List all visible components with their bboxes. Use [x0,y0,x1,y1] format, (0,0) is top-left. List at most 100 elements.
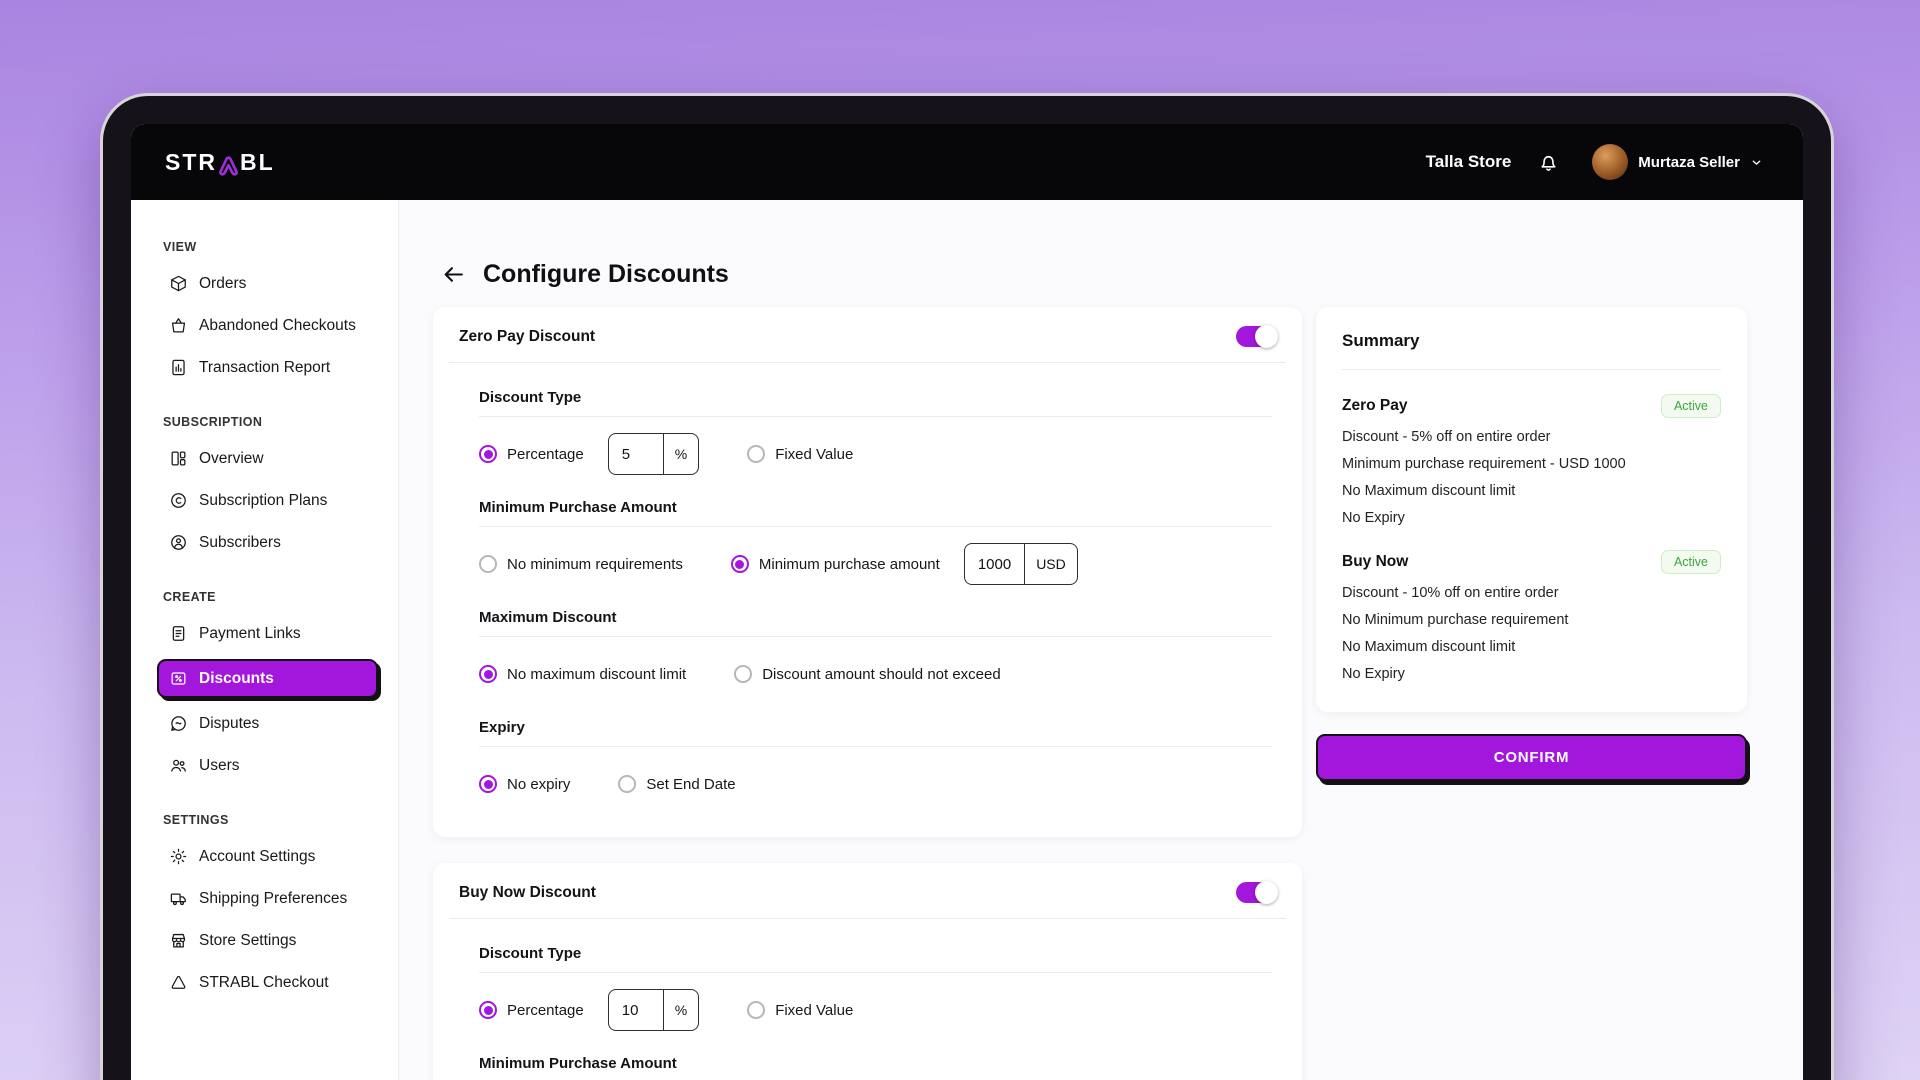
summary-line: Discount - 10% off on entire order [1342,585,1559,601]
value-input-group: 1000 USD [963,543,1078,585]
value-input[interactable]: 1000 [977,555,1012,573]
strabl-logo: STR BL [165,147,275,177]
sidebar-item-label: Discounts [199,669,274,687]
value-suffix: % [662,434,698,474]
store-name: Talla Store [1425,152,1512,171]
option-fixed-value: Fixed Value [747,445,853,463]
page-header: Configure Discounts [441,260,1747,289]
avatar [1592,144,1629,180]
option-fixed-value: Fixed Value [747,1001,853,1019]
toggle-zero-pay-discount[interactable] [1236,325,1278,348]
card-title: Buy Now Discount [459,883,596,901]
card-header: Zero Pay Discount [433,307,1302,362]
content-columns: Zero Pay Discount Discount Type Percentage… [433,307,1747,1080]
radio-fixed-value[interactable] [747,1001,766,1019]
option-label: No maximum discount limit [507,665,687,683]
sidebar-item-discounts[interactable]: Discounts [157,659,378,698]
users-icon [171,759,186,772]
page-title: Configure Discounts [483,260,729,288]
radio-no-expiry[interactable] [479,775,497,793]
toggle-knob [1255,881,1278,904]
bell-icon [1541,155,1556,171]
radio-discount-amount-should-not-exceed[interactable] [734,665,753,683]
option-label: Discount amount should not exceed [762,665,1001,683]
option-discount-amount-should-not-exceed: Discount amount should not exceed [734,665,1001,683]
radio-fixed-value[interactable] [747,445,766,463]
card-buy-now-discount: Buy Now Discount Discount Type Percentage 1… [433,863,1302,1080]
transaction-report-icon [172,359,185,376]
value-input[interactable]: 10 [621,1001,639,1019]
sidebar-item-payment-links[interactable]: Payment Links [161,614,384,653]
summary-block-name: Buy Now [1342,553,1409,570]
sidebar-item-subscribers[interactable]: Subscribers [161,523,384,562]
confirm-button[interactable]: CONFIRM [1316,734,1747,781]
divider [1342,369,1721,370]
device-frame: STR BL Talla Store [100,93,1834,1080]
summary-block-header: Zero Pay Active [1342,394,1721,418]
main-content: Configure Discounts Zero Pay Discount Dis… [399,200,1803,1080]
value-suffix: USD [1024,544,1077,584]
sidebar-item-label: Subscription Plans [199,491,328,509]
sidebar-item-strabl-checkout[interactable]: STRABL Checkout [161,963,384,1002]
topbar: STR BL Talla Store [131,124,1803,200]
divider [479,416,1272,417]
divider [449,362,1286,363]
summary-block-name: Zero Pay [1342,397,1408,414]
sidebar-section: CREATE Payment Links Discounts Disputes User… [157,590,384,785]
summary-line: Discount - 5% off on entire order [1342,429,1551,445]
radio-set-end-date[interactable] [618,775,637,793]
sidebar-item-abandoned-checkouts[interactable]: Abandoned Checkouts [161,306,384,345]
user-menu[interactable]: Murtaza Seller [1586,143,1769,181]
toggle-buy-now-discount[interactable] [1236,881,1278,904]
sidebar-item-subscription-plans[interactable]: Subscription Plans [161,481,384,520]
value-input-group: 5% [607,433,700,475]
form-section-title: Discount Type [479,945,582,962]
sidebar-item-disputes[interactable]: Disputes [161,704,384,743]
radio-percentage[interactable] [479,445,497,463]
radio-minimum-purchase-amount[interactable] [730,555,749,573]
sidebar-item-orders[interactable]: Orders [161,264,384,303]
sidebar-item-label: Store Settings [199,931,297,949]
radio-no-minimum-requirements[interactable] [479,555,497,573]
sidebar-section: SUBSCRIPTION Overview Subscription Plans Su… [161,415,384,562]
summary-line: No Maximum discount limit [1342,639,1516,655]
card-zero-pay-discount: Zero Pay Discount Discount Type Percentage… [433,307,1302,837]
sidebar-item-account-settings[interactable]: Account Settings [161,837,384,876]
user-name: Murtaza Seller [1638,153,1740,171]
sidebar-item-label: Payment Links [199,624,301,642]
sidebar-item-overview[interactable]: Overview [161,439,384,478]
sidebar-item-shipping-preferences[interactable]: Shipping Preferences [161,879,384,918]
sidebar-item-label: Orders [199,274,247,292]
options-row: No minimum requirements Minimum purchase … [479,543,1272,585]
radio-percentage[interactable] [479,1001,497,1019]
sidebar-item-users[interactable]: Users [161,746,384,785]
sidebar-item-store-settings[interactable]: Store Settings [161,921,384,960]
app-screen: STR BL Talla Store [131,124,1803,1080]
option-no-minimum-requirements: No minimum requirements [479,555,683,573]
summary-blocks: Zero Pay Active Discount - 5% off on entir… [1342,394,1721,682]
radio-no-maximum-discount-limit[interactable] [479,665,497,683]
sidebar-nav: VIEW Orders Abandoned Checkouts Transaction… [131,200,399,1080]
notifications-button[interactable] [1537,151,1560,174]
divider [479,746,1272,747]
sidebar-item-transaction-report[interactable]: Transaction Report [161,348,384,387]
options-row: No expiry Set End Date [479,763,1272,805]
sidebar-item-label: Overview [199,449,264,467]
value-suffix: % [662,990,698,1030]
option-label: Percentage [507,1001,584,1019]
form-section: Discount Type Percentage 10% Fixed Value [479,945,1272,1031]
summary-line: No Minimum purchase requirement [1342,612,1569,628]
card-body: Discount Type Percentage 10% Fixed Value Min… [433,919,1302,1080]
back-button[interactable] [441,262,466,287]
status-badge: Active [1660,550,1721,574]
subscribers-icon [171,535,186,550]
payment-links-icon [172,626,185,641]
arrow-left-icon [444,267,463,282]
chevron-down-icon [1752,159,1761,165]
option-minimum-purchase-amount: Minimum purchase amount 1000 USD [730,543,1078,585]
summary-block-header: Buy Now Active [1342,550,1721,574]
sidebar-section-label: CREATE [163,590,216,604]
value-input[interactable]: 5 [621,445,631,463]
